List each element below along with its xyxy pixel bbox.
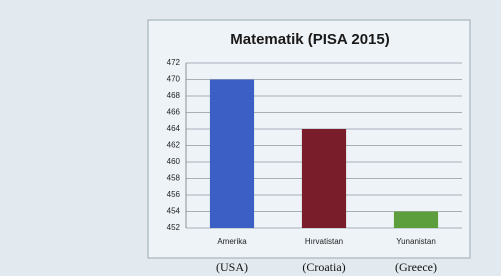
page: {"chart_data": {"type": "bar", "title": … — [0, 0, 501, 276]
bar — [210, 80, 254, 229]
y-tick-label: 470 — [167, 75, 181, 84]
country-label: (USA) — [216, 260, 248, 274]
y-tick-label: 472 — [167, 58, 181, 67]
y-tick-label: 458 — [167, 174, 181, 183]
chart-title: Matematik (PISA 2015) — [230, 31, 390, 48]
x-tick-label: Yunanistan — [396, 237, 436, 246]
country-label: (Croatia) — [302, 260, 345, 274]
bar — [302, 129, 346, 228]
x-tick-label: Hırvatistan — [305, 237, 343, 246]
chart: Matematik (PISA 2015) 452 454 456 458 460 462… — [0, 0, 501, 276]
y-tick-label: 464 — [167, 124, 181, 133]
x-tick-label: Amerika — [217, 237, 247, 246]
y-tick-label: 452 — [167, 223, 181, 232]
y-tick-label: 466 — [167, 108, 181, 117]
y-tick-label: 460 — [167, 157, 181, 166]
y-tick-label: 468 — [167, 91, 181, 100]
bar — [394, 212, 438, 229]
y-tick-label: 454 — [167, 207, 181, 216]
y-tick-label: 456 — [167, 190, 181, 199]
country-label: (Greece) — [395, 260, 437, 274]
y-tick-label: 462 — [167, 141, 181, 150]
